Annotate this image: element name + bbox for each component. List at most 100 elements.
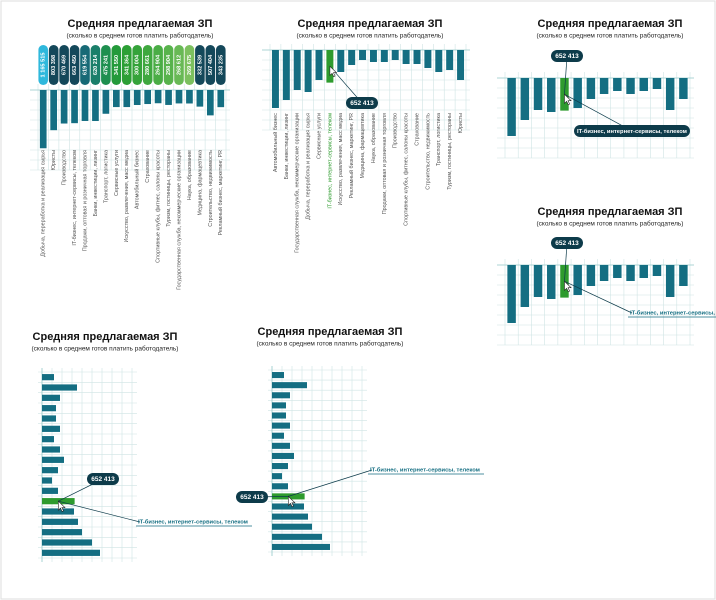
bar <box>520 78 530 120</box>
category-label: Добыча, переработка и реализация сырья <box>306 113 312 220</box>
callout-value: 652 413 <box>91 476 115 483</box>
category-label: Транспорт, логистика <box>103 150 109 203</box>
bar <box>272 402 286 409</box>
bar <box>626 265 635 281</box>
value-label: 298 904 <box>166 54 172 75</box>
bar <box>272 392 290 399</box>
bar <box>626 78 635 94</box>
bar <box>42 477 52 484</box>
category-label: Медицина, фармацевтика <box>197 150 203 216</box>
bar <box>315 50 323 80</box>
value-label: 268 612 <box>176 55 182 75</box>
category-label: Банки, инвестиции, лизинг <box>284 113 290 180</box>
bar <box>71 90 78 124</box>
category-label: Туризм, гостиницы, рестораны <box>166 150 172 227</box>
panel-title: Средняя предлагаемая ЗП <box>33 331 178 343</box>
bar <box>272 473 282 480</box>
bar <box>507 78 516 136</box>
category-label: Юристы <box>458 113 464 134</box>
category-label: Страхование <box>145 150 151 183</box>
bar <box>272 422 290 429</box>
bar <box>272 513 308 520</box>
bar <box>175 90 183 104</box>
value-label: 670 469 <box>62 55 68 75</box>
bar <box>144 90 152 105</box>
bar <box>665 265 675 297</box>
bar <box>533 265 543 297</box>
bar <box>272 432 284 439</box>
callout-pill <box>87 473 119 485</box>
bar <box>42 456 64 463</box>
bar <box>402 50 410 64</box>
bar <box>42 487 58 494</box>
value-pill <box>205 45 216 85</box>
value-pill <box>153 45 163 85</box>
bar <box>42 425 60 432</box>
bar <box>42 405 56 412</box>
bar <box>304 50 312 92</box>
bar <box>586 78 596 99</box>
bar <box>586 265 596 286</box>
bar <box>272 533 322 540</box>
value-pill <box>142 45 153 85</box>
cursor <box>288 495 296 508</box>
bar <box>639 265 648 278</box>
panel-title: Средняя предлагаемая ЗП <box>298 18 443 30</box>
callout-pill <box>346 97 378 109</box>
bar <box>613 78 622 91</box>
value-label: 803 398 <box>51 55 57 75</box>
panel-subtitle: (сколько в среднем готов платить работод… <box>297 32 444 40</box>
bar <box>282 50 290 100</box>
value-pill <box>59 45 69 85</box>
bar <box>391 50 399 60</box>
bar <box>123 90 131 108</box>
callout-label: IT-бизнес, интернет-сервисы, телеком <box>370 467 480 474</box>
bar <box>154 90 162 104</box>
callout-label: IT-бизнес, интернет-сервисы, телеком <box>577 128 687 135</box>
value-label: 300 004 <box>135 54 141 75</box>
bar <box>272 543 330 550</box>
value-pill <box>174 45 184 85</box>
panel-title: Средняя предлагаемая ЗП <box>538 206 683 218</box>
callout-label: IT-бизнес, интернет-сервисы, телеком <box>630 310 716 317</box>
bar <box>272 412 286 419</box>
value-pill <box>90 45 101 85</box>
category-label: Сервисные услуги <box>114 150 120 196</box>
category-label: Транспорт, логистика <box>436 113 442 166</box>
bar <box>665 78 675 110</box>
panel-subtitle: (сколько в среднем готов платить работод… <box>537 32 684 40</box>
callout-value: 652 413 <box>350 100 374 107</box>
value-pill <box>101 45 111 85</box>
value-pill <box>184 45 195 85</box>
bar <box>639 78 648 91</box>
bar <box>435 50 443 72</box>
value-pill <box>121 45 132 85</box>
cursor <box>58 500 66 512</box>
value-pill <box>69 45 80 85</box>
category-label: Строительство, недвижимость <box>425 113 431 190</box>
value-label: 343 235 <box>218 55 224 75</box>
category-label: Юристы <box>51 150 57 171</box>
bar <box>272 382 307 389</box>
bar <box>679 78 688 99</box>
value-pill <box>195 45 205 85</box>
value-label: 475 241 <box>103 55 109 75</box>
bar <box>507 265 516 323</box>
category-label: Медицина, фармацевтика <box>360 113 366 179</box>
bar <box>42 415 56 422</box>
category-label: Автомобильный бизнес <box>134 150 141 209</box>
bar <box>599 265 609 281</box>
panel-title: Средняя предлагаемая ЗП <box>68 18 213 30</box>
bar <box>547 78 556 112</box>
category-label: Производство <box>62 150 68 185</box>
bar <box>424 50 432 68</box>
category-label: Спортивные клубы, фитнес, салоны красоты <box>156 150 162 263</box>
callout-pill <box>551 50 583 62</box>
bar <box>446 50 454 70</box>
bar <box>42 446 60 453</box>
value-label: 1 165 515 <box>41 53 47 78</box>
bar <box>613 265 622 278</box>
bar <box>652 265 662 276</box>
panel-subtitle: (сколько в среднем готов платить работод… <box>32 345 179 353</box>
callout-value: 652 413 <box>240 494 264 501</box>
